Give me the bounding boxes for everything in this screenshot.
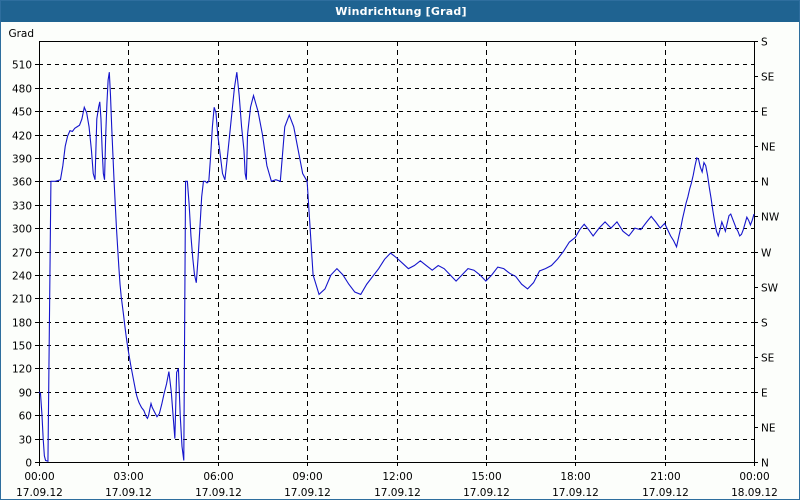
y2-axis-tick-label: NW	[761, 212, 780, 224]
x-axis-tick-label-date: 17.09.12	[16, 487, 63, 499]
x-axis-tick-label-time: 00:00	[24, 471, 54, 483]
y2-axis-tick-label: S	[761, 318, 768, 330]
x-axis-tick-label-date: 17.09.12	[463, 487, 510, 499]
y-axis-tick-label: 270	[12, 248, 32, 260]
y-axis-tick-label: 60	[19, 411, 32, 423]
window-title-bar: Windrichtung [Grad]	[1, 1, 799, 22]
x-axis-tick-label-date: 18.09.12	[731, 487, 778, 499]
y-axis-tick-label: 210	[12, 294, 32, 306]
y-axis-tick-label: 330	[12, 201, 32, 213]
x-axis-tick-label-time: 06:00	[203, 471, 233, 483]
y2-axis-tick-label: SE	[761, 72, 774, 84]
x-axis-tick-label-time: 18:00	[560, 471, 590, 483]
x-axis-tick-label-time: 00:00	[739, 471, 769, 483]
y-axis-tick-label: 480	[12, 84, 32, 96]
y-axis-tick-label: 120	[12, 364, 32, 376]
y2-axis-tick-label: NE	[761, 142, 776, 154]
x-axis-tick-label-time: 12:00	[382, 471, 412, 483]
y-axis-tick-label: 420	[12, 131, 32, 143]
y-axis-tick-label: 360	[12, 177, 32, 189]
y-axis-tick-label: 510	[12, 60, 32, 72]
plot-frame	[39, 41, 755, 463]
x-axis-tick-label-date: 17.09.12	[105, 487, 152, 499]
x-axis-tick-label-time: 21:00	[650, 471, 680, 483]
y-axis-tick-label: 150	[12, 341, 32, 353]
x-axis-tick-label-date: 17.09.12	[284, 487, 331, 499]
y2-axis-tick-label: N	[761, 458, 769, 470]
y-axis-unit-label: Grad	[8, 28, 34, 40]
y2-axis-tick-label: NE	[761, 423, 776, 435]
x-axis-tick-label-date: 17.09.12	[374, 487, 421, 499]
data-series-line	[38, 72, 755, 462]
y2-axis-tick-label: SW	[761, 283, 779, 295]
y2-axis-tick-label: SE	[761, 353, 774, 365]
x-axis-tick-label-date: 17.09.12	[195, 487, 242, 499]
page-title: Windrichtung [Grad]	[335, 5, 467, 18]
x-axis-tick-label-time: 15:00	[471, 471, 501, 483]
y2-axis-tick-label: E	[761, 107, 768, 119]
y2-axis-tick-label: S	[761, 37, 768, 49]
x-axis-tick-label-time: 03:00	[113, 471, 143, 483]
y2-axis-tick-label: E	[761, 388, 768, 400]
x-axis-tick-label-date: 17.09.12	[642, 487, 689, 499]
y-axis-tick-label: 450	[12, 107, 32, 119]
x-axis-tick-label-date: 17.09.12	[552, 487, 599, 499]
y-axis-tick-label: 300	[12, 224, 32, 236]
y-axis-tick-label: 30	[19, 435, 32, 447]
y-axis-tick-label: 390	[12, 154, 32, 166]
y-axis-tick-label: 180	[12, 318, 32, 330]
y-axis-tick-label: 90	[19, 388, 32, 400]
chart-canvas: 0 30 60 90 120 150 180 210 240 270 300 330 360 390 420…	[1, 22, 799, 499]
y2-axis-tick-label: N	[761, 177, 769, 189]
x-axis-tick-label-time: 09:00	[292, 471, 322, 483]
wind-direction-line-chart: 0 30 60 90 120 150 180 210 240 270 300 330 360 390 420…	[8, 28, 780, 499]
y-axis-tick-label: 240	[12, 271, 32, 283]
y-axis-tick-label: 0	[25, 458, 32, 470]
y2-axis-tick-label: W	[761, 248, 772, 260]
